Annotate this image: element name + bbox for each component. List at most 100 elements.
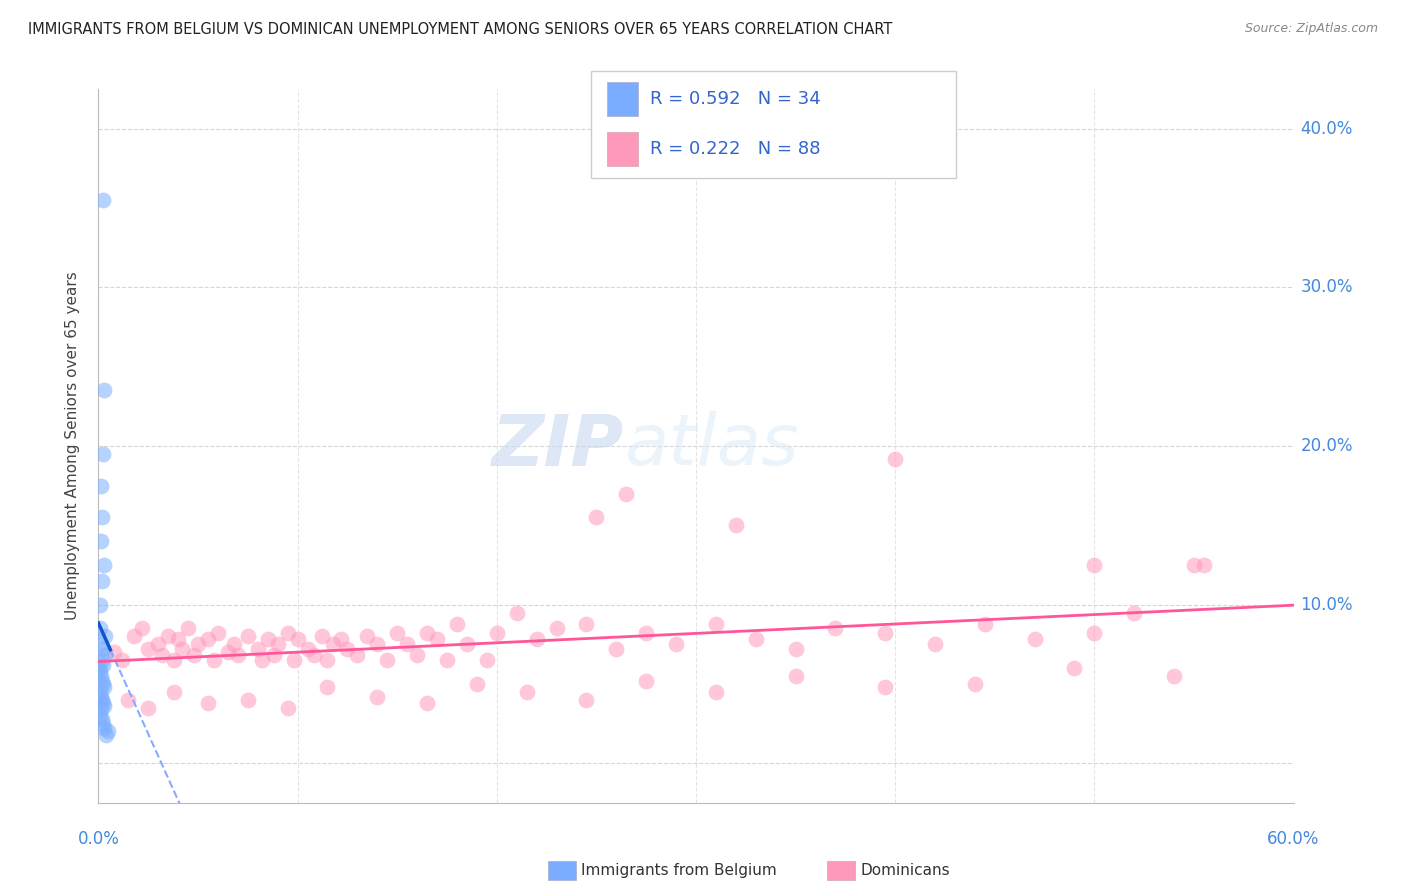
Point [103, 645, 125, 659]
Text: Source: ZipAtlas.com: Source: ZipAtlas.com [1244, 22, 1378, 36]
Point [456, 637, 478, 651]
Point [506, 606, 529, 620]
Point [375, 653, 398, 667]
Text: ZIP: ZIP [492, 411, 624, 481]
Point [91, 712, 114, 726]
Point [90, 534, 112, 549]
Point [163, 653, 186, 667]
Point [89, 621, 111, 635]
Point [1083, 626, 1105, 640]
Point [263, 648, 285, 663]
Point [183, 648, 205, 663]
Point [366, 690, 388, 704]
Point [875, 626, 897, 640]
Point [406, 648, 429, 663]
Point [336, 642, 359, 657]
Point [446, 616, 468, 631]
Point [575, 616, 598, 631]
Point [322, 637, 344, 651]
Point [93, 642, 115, 657]
Point [187, 637, 209, 651]
Point [436, 653, 458, 667]
Point [311, 629, 333, 643]
Point [93, 716, 115, 731]
Point [124, 629, 146, 643]
Point [924, 637, 946, 651]
Text: 40.0%: 40.0% [1301, 120, 1353, 138]
Point [416, 626, 439, 640]
Text: 30.0%: 30.0% [1301, 278, 1353, 296]
Point [516, 685, 538, 699]
Point [117, 692, 139, 706]
Point [745, 632, 768, 647]
Point [157, 629, 180, 643]
Point [246, 642, 269, 657]
Point [1083, 558, 1105, 572]
Point [94, 648, 117, 663]
Text: IMMIGRANTS FROM BELGIUM VS DOMINICAN UNEMPLOYMENT AMONG SENIORS OVER 65 YEARS CO: IMMIGRANTS FROM BELGIUM VS DOMINICAN UNE… [28, 22, 893, 37]
Point [148, 637, 170, 651]
Point [97, 724, 120, 739]
Point [131, 621, 153, 635]
Point [93, 558, 115, 572]
Point [93, 721, 115, 735]
Point [614, 486, 637, 500]
Point [89, 598, 111, 612]
Point [90, 702, 112, 716]
Point [287, 632, 309, 647]
Point [226, 648, 249, 663]
Point [277, 700, 299, 714]
Text: atlas: atlas [624, 411, 799, 481]
Point [222, 637, 245, 651]
Point [1182, 558, 1205, 572]
Point [96, 728, 118, 742]
Point [1024, 632, 1046, 647]
Point [167, 632, 190, 647]
Point [396, 637, 419, 651]
Point [785, 642, 807, 657]
Point [963, 677, 986, 691]
Point [93, 699, 115, 714]
Point [90, 478, 112, 492]
Point [465, 677, 488, 691]
Point [426, 632, 449, 647]
Point [89, 685, 111, 699]
Point [1063, 661, 1085, 675]
Point [90, 690, 112, 704]
Point [1163, 669, 1185, 683]
Point [724, 518, 747, 533]
Point [89, 708, 111, 723]
Point [356, 629, 378, 643]
Text: Dominicans: Dominicans [860, 863, 950, 878]
Point [346, 648, 368, 663]
Point [704, 616, 727, 631]
Point [884, 451, 907, 466]
Point [1123, 606, 1146, 620]
Point [91, 657, 114, 672]
Point [89, 661, 111, 675]
Point [316, 680, 339, 694]
Point [93, 680, 115, 694]
Point [89, 664, 111, 678]
Text: 60.0%: 60.0% [1267, 830, 1320, 847]
Point [236, 692, 259, 706]
Point [385, 626, 409, 640]
Point [575, 692, 598, 706]
Point [485, 626, 508, 640]
Point [824, 621, 846, 635]
Point [665, 637, 688, 651]
Point [163, 685, 186, 699]
Point [973, 616, 995, 631]
Point [416, 696, 439, 710]
Point [256, 632, 278, 647]
Point [585, 510, 607, 524]
Text: R = 0.592   N = 34: R = 0.592 N = 34 [650, 90, 820, 108]
Point [202, 653, 225, 667]
Point [277, 626, 299, 640]
Text: 20.0%: 20.0% [1301, 437, 1353, 455]
Point [150, 648, 173, 663]
Point [302, 648, 325, 663]
Point [875, 680, 897, 694]
Point [785, 669, 807, 683]
Point [197, 696, 219, 710]
